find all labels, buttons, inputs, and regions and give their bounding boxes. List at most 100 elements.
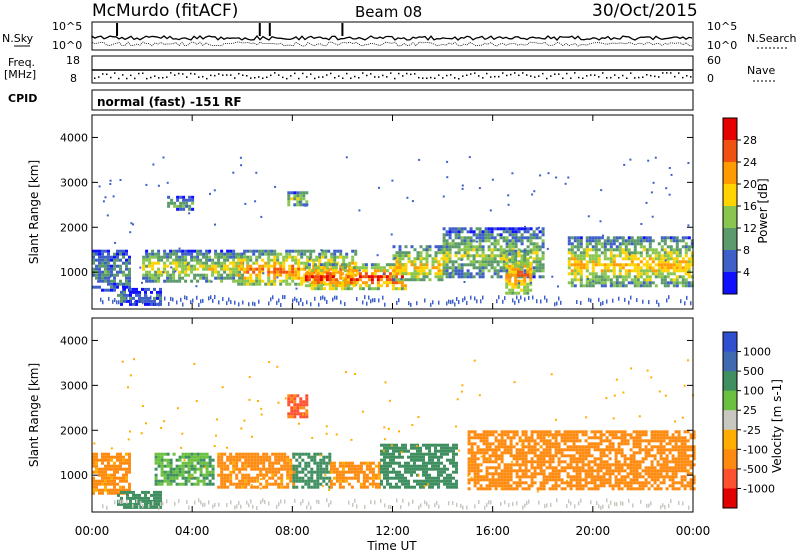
scatter-cell	[460, 258, 463, 261]
echo-cell	[457, 272, 461, 276]
echo-cell	[618, 266, 622, 270]
echo-cell	[627, 281, 631, 285]
echo-cell	[144, 287, 147, 291]
echo-cell	[125, 467, 128, 471]
echo-cell	[493, 242, 497, 246]
echo-cell	[572, 478, 576, 482]
echo-cell	[404, 269, 408, 273]
echo-cell	[268, 464, 272, 468]
echo-cell	[122, 473, 125, 477]
scatter-cell	[262, 272, 265, 275]
scatter-cell	[157, 184, 160, 187]
scatter-cell	[400, 278, 403, 281]
echo-cell	[638, 472, 642, 476]
echo-cell	[404, 482, 407, 486]
echo-cell	[599, 451, 603, 455]
echo-cell	[496, 239, 500, 243]
echo-cell	[479, 451, 483, 455]
echo-cell	[422, 272, 426, 276]
echo-cell	[214, 252, 218, 256]
echo-cell	[463, 242, 467, 246]
echo-cell	[526, 258, 530, 262]
echo-cell	[545, 433, 549, 437]
echo-cell	[514, 291, 518, 295]
echo-cell	[295, 470, 299, 474]
nave-point	[570, 77, 572, 79]
echo-cell	[304, 479, 308, 483]
echo-cell	[488, 445, 492, 449]
echo-cell	[587, 436, 591, 440]
echo-cell	[181, 276, 185, 280]
echo-cell	[647, 454, 651, 458]
echo-cell	[125, 285, 128, 289]
echo-cell	[675, 278, 679, 282]
echo-cell	[270, 258, 274, 262]
echo-cell	[636, 275, 640, 279]
echo-cell	[621, 263, 625, 267]
echo-cell	[629, 481, 633, 485]
echo-cell	[351, 258, 355, 262]
echo-cell	[172, 479, 176, 483]
echo-cell	[376, 278, 380, 282]
echo-cell	[500, 481, 504, 485]
scatter-cell	[382, 272, 385, 275]
echo-cell	[205, 264, 209, 268]
echo-cell	[594, 275, 598, 279]
echo-cell	[241, 479, 245, 483]
echo-cell	[262, 461, 266, 465]
echo-cell	[156, 502, 159, 506]
near-range-cell	[180, 297, 182, 302]
echo-cell	[587, 481, 591, 485]
echo-cell	[623, 436, 627, 440]
echo-cell	[277, 485, 281, 489]
echo-cell	[620, 451, 624, 455]
echo-cell	[620, 439, 624, 443]
echo-cell	[159, 490, 162, 494]
echo-cell	[217, 264, 221, 268]
echo-cell	[576, 248, 580, 252]
echo-cell	[181, 255, 185, 259]
nave-point	[354, 75, 356, 78]
echo-cell	[442, 239, 446, 243]
echo-cell	[280, 458, 284, 462]
echo-cell	[95, 267, 98, 271]
echo-cell	[290, 415, 294, 419]
echo-cell	[229, 249, 233, 253]
noise-left-tick-bottom: 10^0	[52, 39, 82, 52]
nave-point	[218, 73, 220, 75]
echo-cell	[576, 245, 580, 249]
echo-cell	[573, 257, 577, 261]
echo-cell	[302, 406, 306, 410]
echo-cell	[250, 455, 254, 459]
echo-cell	[392, 458, 395, 462]
echo-cell	[467, 436, 471, 440]
echo-cell	[276, 273, 280, 277]
echo-cell	[632, 457, 636, 461]
echo-cell	[684, 236, 688, 240]
echo-cell	[389, 446, 392, 450]
echo-cell	[322, 458, 326, 462]
echo-cell	[665, 457, 669, 461]
echo-cell	[205, 261, 209, 265]
echo-cell	[297, 258, 301, 262]
echo-cell	[684, 254, 688, 258]
near-range-cell	[364, 295, 366, 300]
echo-cell	[491, 484, 495, 488]
echo-cell	[467, 433, 471, 437]
echo-cell	[359, 485, 363, 489]
echo-cell	[226, 273, 230, 277]
near-range-cell	[580, 300, 582, 305]
echo-cell	[157, 267, 161, 271]
echo-cell	[452, 485, 455, 489]
echo-cell	[653, 439, 657, 443]
echo-cell	[101, 476, 104, 480]
echo-cell	[499, 251, 503, 255]
echo-cell	[573, 260, 577, 264]
echo-cell	[377, 464, 381, 468]
scatter-cell	[539, 174, 542, 177]
echo-cell	[391, 284, 395, 288]
echo-cell	[677, 433, 681, 437]
echo-cell	[470, 469, 474, 473]
echo-cell	[505, 264, 509, 268]
echo-cell	[671, 487, 675, 491]
